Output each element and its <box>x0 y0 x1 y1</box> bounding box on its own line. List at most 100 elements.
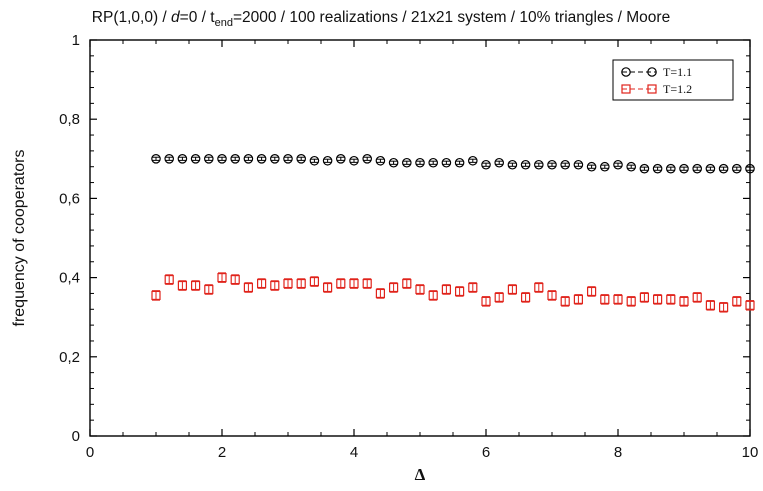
data-point <box>256 154 267 164</box>
data-point <box>613 159 623 170</box>
data-point <box>177 280 187 291</box>
data-point <box>534 282 544 293</box>
series-layer <box>151 154 755 313</box>
data-point <box>468 282 478 293</box>
data-point <box>217 273 227 283</box>
legend-marker-right <box>647 67 657 77</box>
data-point <box>230 154 240 164</box>
data-point <box>296 278 306 289</box>
data-point <box>283 154 293 164</box>
legend-marker-left <box>621 84 631 94</box>
legend-box <box>612 59 734 101</box>
data-point <box>375 288 385 299</box>
data-point <box>191 280 201 291</box>
data-point <box>402 278 412 289</box>
chart-title-suffix: =2000 / 100 realizations / 21x21 system … <box>233 9 670 26</box>
data-point <box>560 159 570 170</box>
data-point <box>520 292 531 302</box>
data-point <box>679 296 689 306</box>
data-point <box>481 159 491 170</box>
x-tick-label: 2 <box>218 444 226 461</box>
legend-items: T=1.1 T=1.2 <box>621 65 692 96</box>
data-point <box>639 292 650 302</box>
data-point <box>441 157 452 168</box>
data-point <box>639 163 650 174</box>
data-point <box>204 154 214 164</box>
data-point <box>692 292 702 302</box>
data-point <box>349 155 359 166</box>
data-point <box>204 284 214 295</box>
data-point <box>309 155 320 166</box>
series-2 <box>151 272 755 313</box>
data-point <box>666 294 676 304</box>
data-point <box>243 282 253 293</box>
y-tick-label: 0,2 <box>59 349 80 366</box>
data-point <box>560 296 570 306</box>
data-point <box>283 278 293 289</box>
data-point <box>389 282 399 293</box>
y-axis-label: frequency of cooperators <box>11 150 28 327</box>
y-axis: 0 0,2 0,4 0,6 0,8 1 <box>59 32 750 445</box>
y-tick-label: 1 <box>72 32 80 49</box>
data-point <box>718 163 729 174</box>
chart-title-prefix: RP(1,0,0) / <box>92 9 171 26</box>
series-1 <box>151 154 755 174</box>
x-tick-label: 8 <box>614 444 622 461</box>
data-point <box>626 296 636 306</box>
data-point <box>745 300 755 310</box>
y-tick-label: 0,4 <box>59 270 80 287</box>
data-point <box>467 155 478 166</box>
data-point <box>375 155 386 166</box>
data-point <box>507 284 517 295</box>
data-point <box>296 154 306 164</box>
data-point <box>269 154 280 164</box>
data-point <box>520 159 531 170</box>
data-point <box>732 296 742 306</box>
data-point <box>257 278 267 289</box>
data-point <box>190 154 201 164</box>
data-point <box>388 157 399 168</box>
data-point <box>454 157 465 168</box>
x-tick-label: 10 <box>742 444 759 461</box>
data-point <box>151 290 161 301</box>
data-point <box>599 161 610 172</box>
x-tick-label: 6 <box>482 444 490 461</box>
data-point <box>217 154 227 164</box>
data-point <box>586 161 597 172</box>
legend-label: T=1.2 <box>663 82 692 96</box>
data-point <box>243 154 254 164</box>
data-point <box>731 163 742 174</box>
data-point <box>441 284 451 295</box>
data-point <box>494 292 504 302</box>
data-point <box>415 157 425 168</box>
chart-title-d-symbol: d <box>171 9 181 26</box>
data-point <box>428 157 438 168</box>
legend-label: T=1.1 <box>663 65 692 79</box>
legend: T=1.1 T=1.2 <box>612 59 734 101</box>
x-axis: 0 2 4 6 8 10 <box>86 40 759 461</box>
data-point <box>177 154 188 164</box>
data-point <box>151 154 161 164</box>
data-point <box>230 274 240 285</box>
data-point <box>164 154 174 164</box>
data-point <box>336 278 346 289</box>
data-point <box>547 290 557 301</box>
data-point <box>322 155 333 166</box>
data-point <box>481 296 491 306</box>
data-point <box>586 286 597 297</box>
data-point <box>718 302 729 312</box>
legend-marker-right <box>647 84 657 94</box>
data-point <box>428 290 438 301</box>
data-point <box>705 300 716 310</box>
x-tick-label: 0 <box>86 444 94 461</box>
data-point <box>494 157 504 168</box>
data-point <box>270 280 280 291</box>
data-point <box>547 159 557 170</box>
data-point <box>600 294 610 304</box>
data-point <box>349 278 359 289</box>
y-tick-label: 0 <box>72 428 80 445</box>
data-point <box>573 159 584 170</box>
data-point <box>362 154 372 164</box>
data-point <box>652 294 663 304</box>
